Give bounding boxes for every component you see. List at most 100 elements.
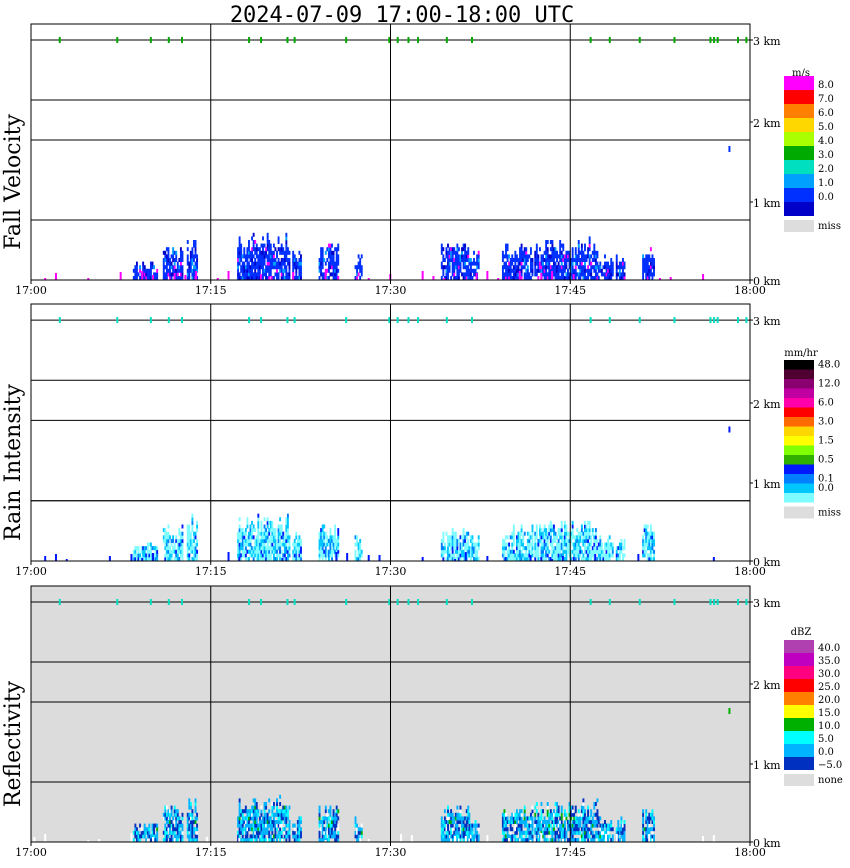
data-cell (554, 268, 557, 273)
data-cell (617, 546, 620, 551)
data-cell (593, 268, 596, 273)
data-cell (237, 538, 240, 543)
data-cell (331, 535, 333, 540)
data-cell (457, 254, 460, 259)
data-cell (248, 809, 250, 814)
data-cell (146, 838, 149, 842)
data-cell (453, 546, 456, 551)
data-cell (459, 542, 462, 547)
data-cell (515, 542, 518, 547)
data-cell (249, 834, 252, 839)
data-cell (142, 830, 145, 835)
data-cell (181, 834, 184, 839)
data-cell (276, 265, 278, 270)
data-cell (251, 827, 254, 832)
data-cell (153, 834, 156, 839)
data-cell (617, 820, 620, 824)
data-cell (274, 546, 277, 551)
data-cell (567, 546, 569, 551)
data-cell (503, 272, 506, 277)
data-cell (464, 538, 467, 543)
data-cell (254, 823, 257, 828)
data-cell (266, 236, 269, 241)
data-cell (249, 250, 252, 255)
data-cell (526, 557, 529, 561)
data-cell (554, 265, 557, 270)
data-cell (327, 250, 330, 255)
data-cell (474, 272, 477, 277)
data-cell (265, 802, 268, 806)
data-cell (442, 265, 445, 270)
data-cell (149, 553, 152, 558)
data-cell (611, 827, 614, 832)
data-cell (642, 838, 645, 842)
data-cell (337, 276, 340, 280)
marker-tick (293, 37, 296, 43)
data-cell (298, 830, 301, 835)
data-cell (151, 265, 154, 270)
data-cell (194, 827, 197, 832)
data-cell (276, 827, 278, 832)
data-cell (534, 823, 537, 828)
data-cell (251, 261, 254, 266)
data-cell (191, 250, 194, 255)
data-cell (243, 531, 246, 536)
surface-cell (475, 273, 478, 280)
data-cell (450, 820, 453, 824)
data-cell (272, 265, 275, 270)
data-cell (549, 524, 552, 529)
data-cell (320, 820, 323, 824)
data-cell (506, 243, 509, 248)
data-cell (327, 261, 330, 266)
data-cell (271, 265, 274, 270)
data-cell (646, 542, 649, 547)
data-cell (573, 820, 576, 824)
data-cell (268, 258, 271, 262)
data-cell (554, 531, 557, 536)
data-cell (237, 250, 240, 255)
data-cell (241, 528, 244, 533)
data-cell (285, 557, 288, 561)
data-cell (132, 553, 135, 558)
data-cell (268, 834, 271, 839)
data-cell (525, 254, 528, 259)
data-cell (519, 247, 521, 252)
data-cell (543, 820, 546, 824)
data-cell (331, 553, 333, 558)
data-cell (537, 542, 540, 547)
data-cell (560, 535, 563, 540)
data-cell (320, 250, 323, 255)
surface-cell (108, 556, 111, 561)
data-cell (620, 546, 623, 551)
data-cell (577, 254, 580, 259)
data-cell (591, 546, 594, 551)
data-cell (282, 272, 285, 277)
data-cell (565, 535, 568, 540)
data-cell (597, 546, 600, 551)
data-cell (591, 838, 594, 842)
data-cell (573, 816, 576, 821)
data-cell (296, 265, 299, 270)
data-cell (274, 812, 277, 817)
data-cell (649, 247, 652, 252)
data-cell (453, 261, 456, 266)
data-cell (164, 816, 167, 821)
data-cell (546, 250, 549, 255)
data-cell (528, 827, 531, 832)
data-cell (237, 268, 240, 273)
data-cell (646, 268, 649, 273)
data-cell (565, 250, 568, 255)
data-cell (582, 557, 585, 561)
data-cell (334, 261, 337, 266)
data-cell (440, 542, 443, 547)
data-cell (262, 546, 264, 551)
data-cell (580, 247, 583, 252)
data-cell (265, 816, 268, 821)
data-cell (143, 557, 146, 561)
data-cell (600, 827, 603, 832)
data-cell (145, 830, 148, 835)
data-cell (186, 549, 189, 554)
data-cell (266, 812, 269, 817)
data-cell (295, 261, 298, 266)
data-cell (505, 546, 507, 551)
